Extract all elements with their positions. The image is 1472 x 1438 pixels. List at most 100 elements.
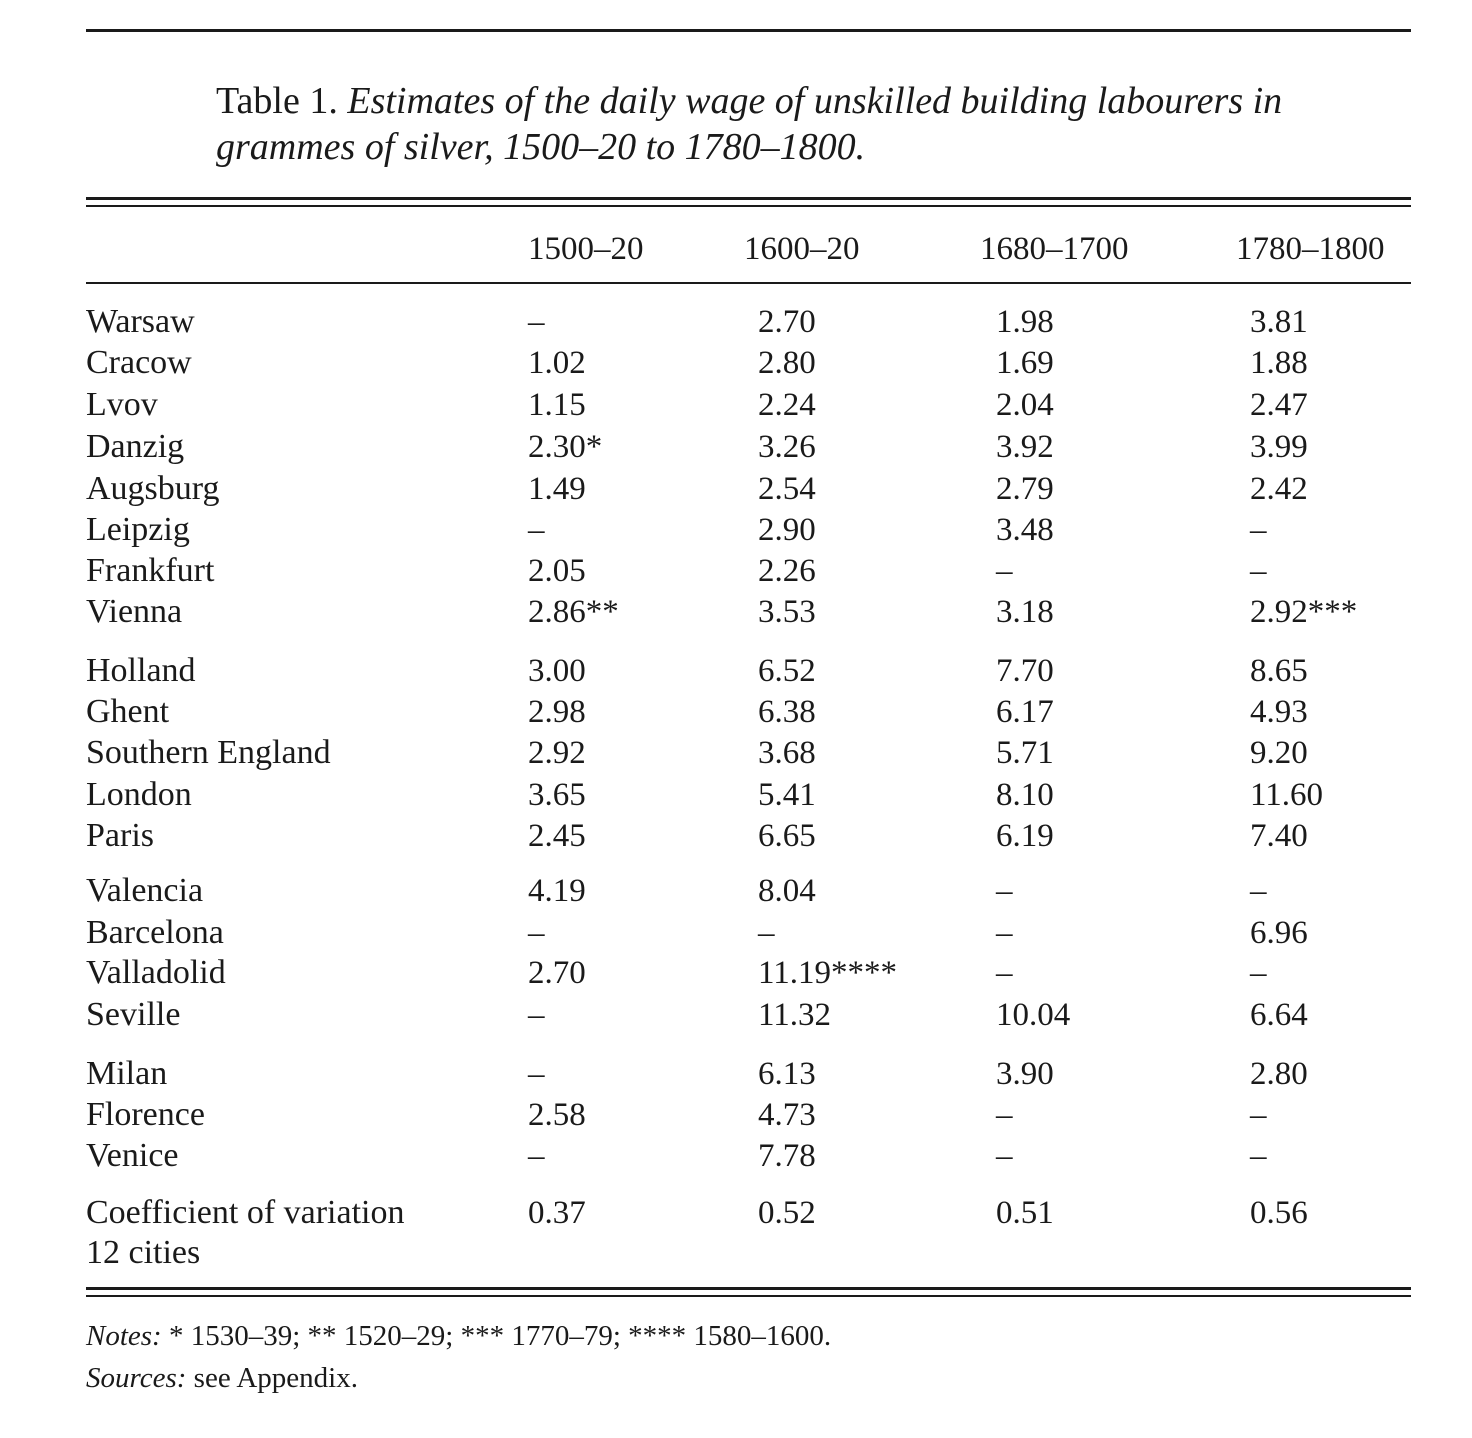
table-cell: 0.52 xyxy=(758,1195,816,1231)
table-cell: 6.65 xyxy=(758,818,816,854)
table-cell: 2.86** xyxy=(528,594,619,630)
table-cell: 1.98 xyxy=(996,304,1054,340)
table-cell: 3.99 xyxy=(1250,429,1308,465)
table-cell: 4.73 xyxy=(758,1097,816,1133)
table-cell: 2.26 xyxy=(758,553,816,589)
table-cell: – xyxy=(528,1138,545,1174)
table-cell: 2.79 xyxy=(996,471,1054,507)
row-label: Valencia xyxy=(86,872,204,909)
table-cell: 2.80 xyxy=(1250,1056,1308,1092)
table-cell: 2.47 xyxy=(1250,387,1308,423)
table-cell: 8.65 xyxy=(1250,653,1308,689)
table-cell: 8.10 xyxy=(996,777,1054,813)
column-header: 1680–1700 xyxy=(980,231,1129,267)
table-cell: 1.69 xyxy=(996,345,1054,381)
table-cell: – xyxy=(528,1056,545,1092)
table-cell: 2.54 xyxy=(758,471,816,507)
table-cell: – xyxy=(1250,1138,1267,1174)
table-cell: 3.92 xyxy=(996,429,1054,465)
notes-lead: Notes: xyxy=(86,1320,162,1352)
table-cell: 7.78 xyxy=(758,1138,816,1174)
sources-text: see Appendix. xyxy=(193,1362,358,1394)
table-cell: 2.80 xyxy=(758,345,816,381)
bottom-double-rule-upper xyxy=(86,1287,1411,1290)
table-cell: 5.71 xyxy=(996,735,1054,771)
table-cell: 2.24 xyxy=(758,387,816,423)
column-header: 1780–1800 xyxy=(1236,231,1385,267)
table-cell: 0.56 xyxy=(1250,1195,1308,1231)
column-header: 1600–20 xyxy=(744,231,860,267)
table-cell: 6.13 xyxy=(758,1056,816,1092)
table-cell: 1.88 xyxy=(1250,345,1308,381)
table-cell: – xyxy=(528,304,545,340)
table-cell: 10.04 xyxy=(996,997,1071,1033)
table-cell: 1.02 xyxy=(528,345,586,381)
table-cell: 6.96 xyxy=(1250,915,1308,951)
bottom-double-rule-lower xyxy=(86,1295,1411,1297)
table-cell: 6.17 xyxy=(996,694,1054,730)
table-cell: – xyxy=(1250,955,1267,991)
row-label: Augsburg xyxy=(86,470,220,507)
table-cell: – xyxy=(996,915,1013,951)
row-label: Paris xyxy=(86,817,154,854)
table-caption: Table 1. Estimates of the daily wage of … xyxy=(216,78,1396,170)
sources-lead: Sources: xyxy=(86,1362,187,1394)
column-header: 1500–20 xyxy=(528,231,644,267)
table-cell: – xyxy=(996,1097,1013,1133)
table-cell: 2.90 xyxy=(758,512,816,548)
caption-description: Estimates of the daily wage of unskilled… xyxy=(216,80,1283,168)
table-cell: 6.64 xyxy=(1250,997,1308,1033)
table-cell: 2.42 xyxy=(1250,471,1308,507)
row-label: Holland xyxy=(86,652,196,689)
table-cell: 11.60 xyxy=(1250,777,1324,813)
column-header-rule xyxy=(86,282,1411,284)
row-label: Venice xyxy=(86,1137,179,1174)
table-cell: – xyxy=(758,915,775,951)
table-cell: 5.41 xyxy=(758,777,816,813)
table-cell: – xyxy=(528,512,545,548)
row-label: Lvov xyxy=(86,386,158,423)
table-notes: Notes: * 1530–39; ** 1520–29; *** 1770–7… xyxy=(86,1318,831,1354)
table-cell: 11.32 xyxy=(758,997,832,1033)
header-double-rule-upper xyxy=(86,197,1411,200)
table-cell: – xyxy=(996,553,1013,589)
table-cell: 2.98 xyxy=(528,694,586,730)
table-cell: 2.45 xyxy=(528,818,586,854)
table-cell: 9.20 xyxy=(1250,735,1308,771)
table-cell: 3.48 xyxy=(996,512,1054,548)
table-cell: – xyxy=(1250,553,1267,589)
row-label: Coefficient of variation xyxy=(86,1194,405,1231)
notes-text: * 1530–39; ** 1520–29; *** 1770–79; ****… xyxy=(168,1320,832,1352)
table-cell: 3.68 xyxy=(758,735,816,771)
table-cell: 3.81 xyxy=(1250,304,1308,340)
table-cell: – xyxy=(528,997,545,1033)
table-cell: 2.92*** xyxy=(1250,594,1358,630)
table-cell: 3.18 xyxy=(996,594,1054,630)
table-cell: 2.70 xyxy=(528,955,586,991)
table-cell: 3.00 xyxy=(528,653,586,689)
row-label: Valladolid xyxy=(86,954,226,991)
table-cell: 2.58 xyxy=(528,1097,586,1133)
row-label: Barcelona xyxy=(86,914,224,951)
table-cell: 11.19**** xyxy=(758,955,898,991)
row-label: Leipzig xyxy=(86,511,190,548)
table-cell: 0.51 xyxy=(996,1195,1054,1231)
table-cell: 2.30* xyxy=(528,429,603,465)
table-cell: – xyxy=(996,955,1013,991)
table-cell: – xyxy=(528,915,545,951)
table-cell: 2.92 xyxy=(528,735,586,771)
table-cell: 3.53 xyxy=(758,594,816,630)
table-cell: 8.04 xyxy=(758,873,816,909)
table-cell: – xyxy=(1250,512,1267,548)
table-cell: 1.49 xyxy=(528,471,586,507)
row-label: Warsaw xyxy=(86,303,195,340)
row-label: Danzig xyxy=(86,428,185,465)
row-label-line2: 12 cities xyxy=(86,1234,201,1271)
table-cell: 2.70 xyxy=(758,304,816,340)
caption-label: Table 1. xyxy=(216,80,338,122)
table-cell: 3.65 xyxy=(528,777,586,813)
table-cell: 2.04 xyxy=(996,387,1054,423)
header-double-rule-lower xyxy=(86,205,1411,207)
table-cell: 0.37 xyxy=(528,1195,586,1231)
table-cell: 6.19 xyxy=(996,818,1054,854)
